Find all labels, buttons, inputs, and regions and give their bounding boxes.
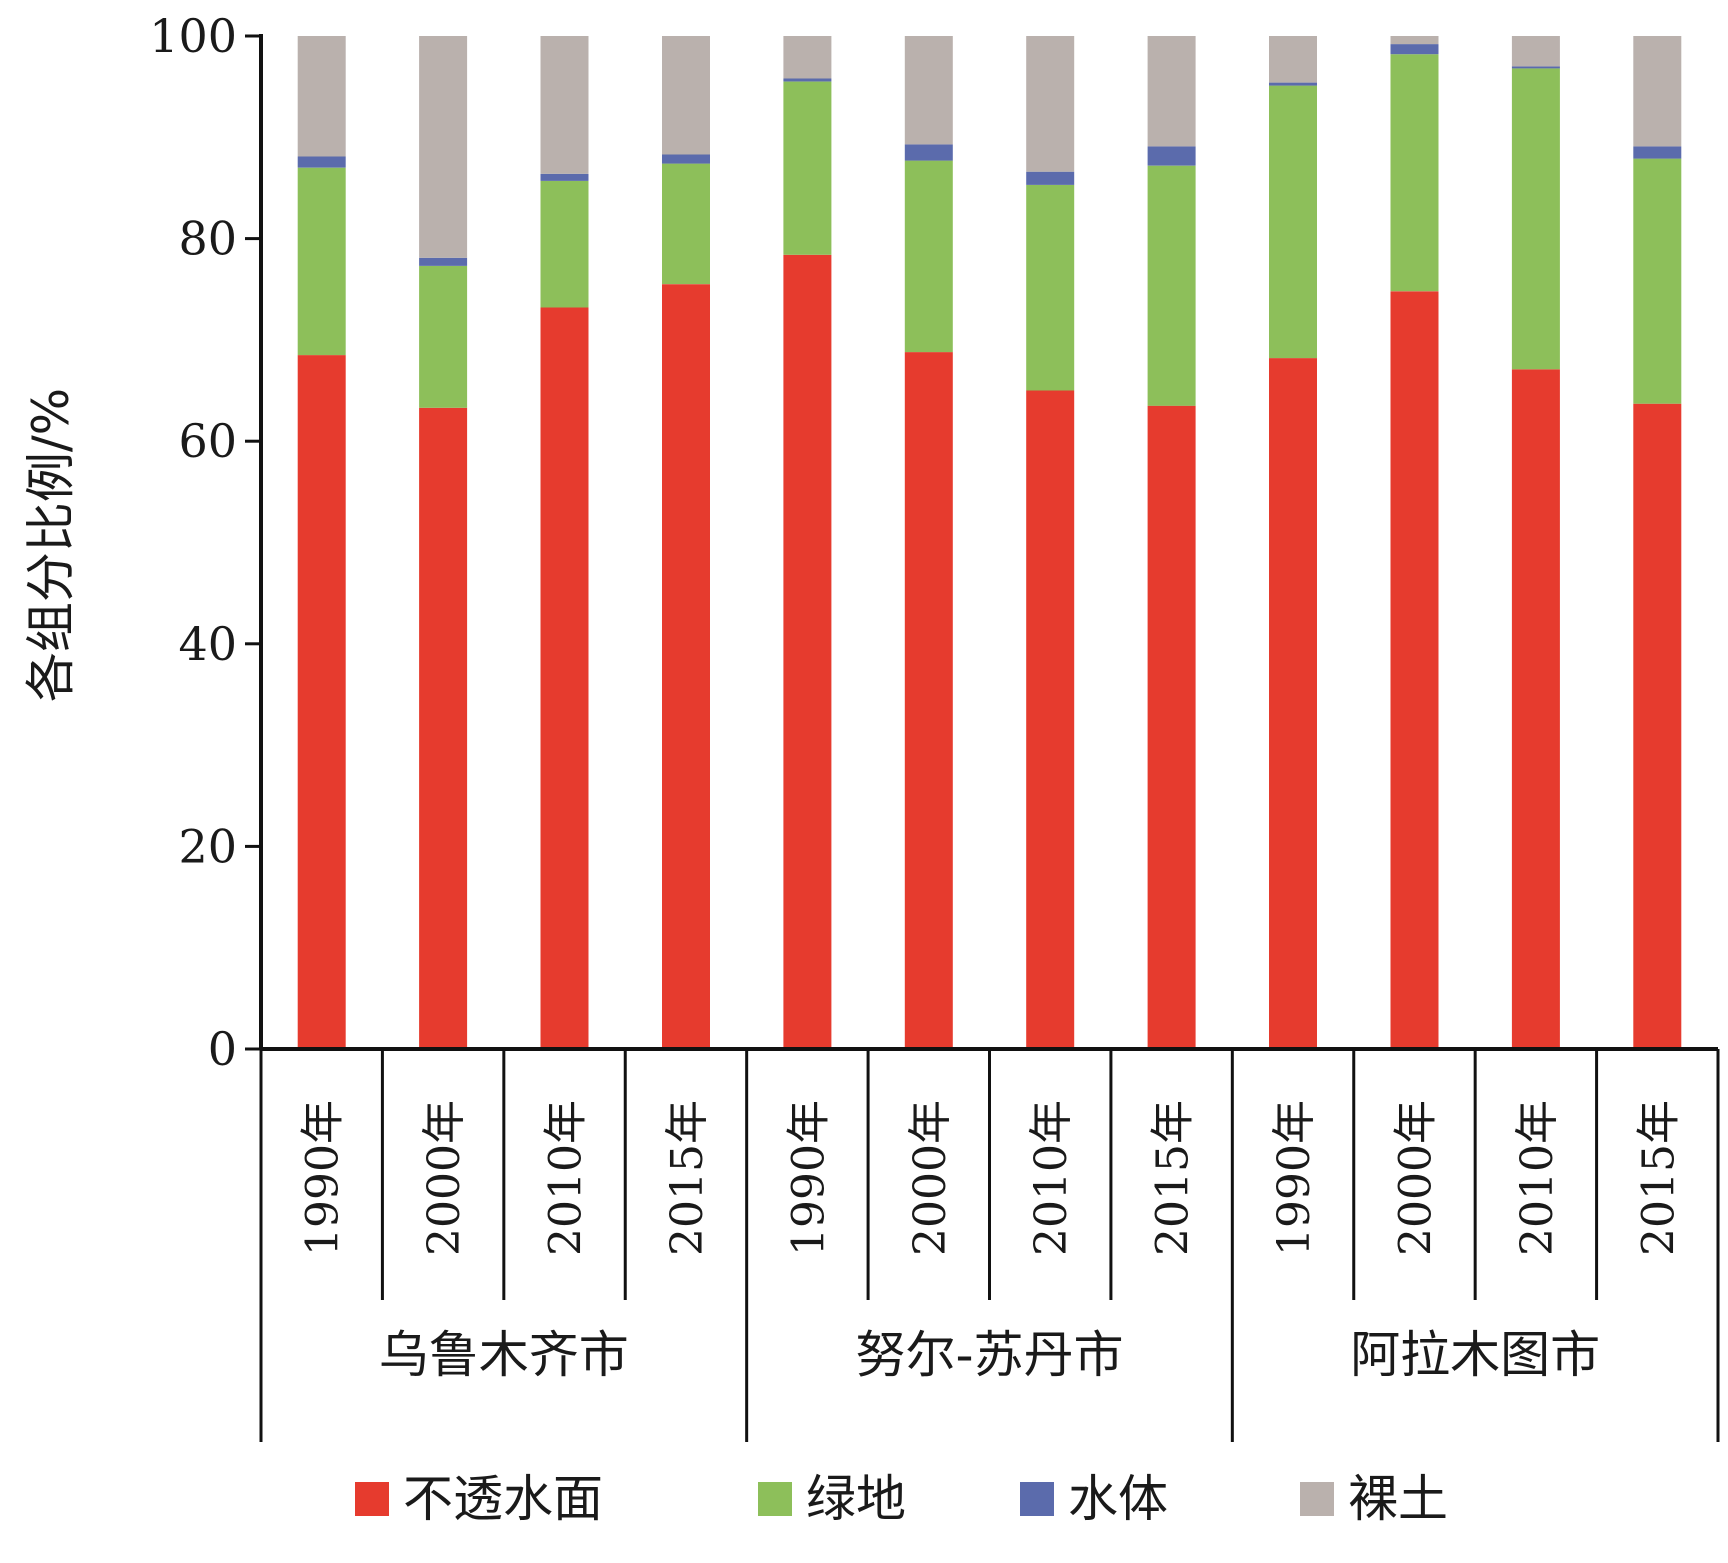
bar-segment-1-2 — [540, 180, 589, 308]
category-label-0-2: 2010年 — [541, 1100, 592, 1256]
bar-segment-3-3 — [662, 36, 710, 155]
category-label-2-1: 2000年 — [1391, 1100, 1442, 1256]
legend-swatch-2 — [1020, 1482, 1054, 1516]
bar-segment-0-8 — [1269, 358, 1317, 1050]
legend-swatch-0 — [355, 1482, 389, 1516]
y-axis-title: 各组分比例/% — [22, 388, 80, 702]
bar-segment-2-4 — [783, 78, 832, 82]
group-label-2: 阿拉木图市 — [1350, 1326, 1600, 1384]
bar-segment-3-7 — [1147, 36, 1196, 147]
bar-segment-3-8 — [1269, 36, 1317, 83]
legend-label-1: 绿地 — [806, 1470, 906, 1528]
bar-segment-0-5 — [904, 352, 953, 1050]
bar-segment-2-8 — [1269, 82, 1317, 86]
bar-segment-1-9 — [1390, 54, 1439, 292]
category-label-1-2: 2010年 — [1026, 1100, 1077, 1256]
axes-layer — [245, 34, 1720, 1442]
bar-segment-3-1 — [419, 36, 468, 258]
legend-label-3: 裸土 — [1348, 1470, 1448, 1528]
bar-segment-0-7 — [1147, 405, 1196, 1049]
bar-segment-2-0 — [297, 156, 346, 168]
bar-segment-2-9 — [1390, 44, 1439, 55]
y-tick-label-60: 60 — [178, 414, 237, 468]
legend-swatch-1 — [758, 1482, 792, 1516]
legend-swatch-3 — [1300, 1482, 1334, 1516]
bar-segment-1-11 — [1633, 158, 1682, 404]
bar-segment-3-11 — [1633, 36, 1682, 147]
legend-label-2: 水体 — [1068, 1470, 1168, 1528]
y-tick-label-40: 40 — [178, 617, 237, 671]
bar-segment-1-5 — [904, 160, 953, 353]
bar-segment-0-10 — [1511, 369, 1560, 1049]
bar-segment-3-10 — [1511, 36, 1560, 67]
y-tick-label-80: 80 — [178, 212, 237, 266]
bar-segment-3-5 — [904, 36, 953, 145]
legend-label-0: 不透水面 — [403, 1470, 603, 1528]
bar-segment-1-4 — [783, 81, 832, 255]
bar-segment-1-7 — [1147, 165, 1196, 406]
category-label-0-0: 1990年 — [298, 1100, 349, 1256]
bar-segment-0-2 — [540, 307, 589, 1049]
y-tick-label-100: 100 — [149, 9, 237, 63]
y-tick-label-20: 20 — [178, 819, 237, 873]
y-tick-label-0: 0 — [208, 1022, 237, 1076]
group-label-1: 努尔-苏丹市 — [855, 1326, 1123, 1384]
bar-segment-1-10 — [1511, 68, 1560, 370]
bar-segment-2-6 — [1026, 171, 1075, 185]
group-label-0: 乌鲁木齐市 — [379, 1326, 629, 1384]
bar-segment-2-5 — [904, 144, 953, 161]
bars-layer — [297, 36, 1682, 1050]
bar-segment-1-8 — [1269, 85, 1317, 359]
category-label-2-2: 2010年 — [1512, 1100, 1563, 1256]
bar-segment-1-0 — [297, 167, 346, 356]
bar-segment-0-4 — [783, 254, 832, 1050]
bar-segment-2-2 — [540, 173, 589, 181]
category-label-1-3: 2015年 — [1148, 1100, 1199, 1256]
bar-segment-0-6 — [1026, 390, 1075, 1049]
category-label-1-0: 1990年 — [783, 1100, 834, 1256]
bar-segment-1-3 — [662, 163, 710, 285]
bar-segment-2-1 — [419, 257, 468, 266]
bar-segment-1-1 — [419, 266, 468, 408]
bar-segment-3-4 — [783, 36, 832, 79]
bar-segment-0-3 — [662, 284, 710, 1049]
bar-segment-0-9 — [1390, 291, 1439, 1049]
bar-segment-3-6 — [1026, 36, 1075, 172]
category-label-0-3: 2015年 — [662, 1100, 713, 1256]
bar-segment-2-7 — [1147, 146, 1196, 166]
bar-segment-3-0 — [297, 36, 346, 157]
bar-segment-2-11 — [1633, 146, 1682, 159]
bar-segment-3-9 — [1390, 36, 1439, 45]
category-label-0-1: 2000年 — [419, 1100, 470, 1256]
bar-segment-1-6 — [1026, 184, 1075, 391]
bar-segment-0-0 — [297, 355, 346, 1050]
bar-segment-3-2 — [540, 36, 589, 174]
bar-segment-2-10 — [1511, 66, 1560, 69]
bar-segment-0-1 — [419, 407, 468, 1049]
bar-segment-2-3 — [662, 154, 710, 164]
category-label-2-0: 1990年 — [1269, 1100, 1320, 1256]
bar-segment-0-11 — [1633, 403, 1682, 1049]
category-label-1-1: 2000年 — [905, 1100, 956, 1256]
legend: 不透水面 绿地 水体 裸土 — [355, 1470, 1448, 1528]
category-label-2-3: 2015年 — [1633, 1100, 1684, 1256]
